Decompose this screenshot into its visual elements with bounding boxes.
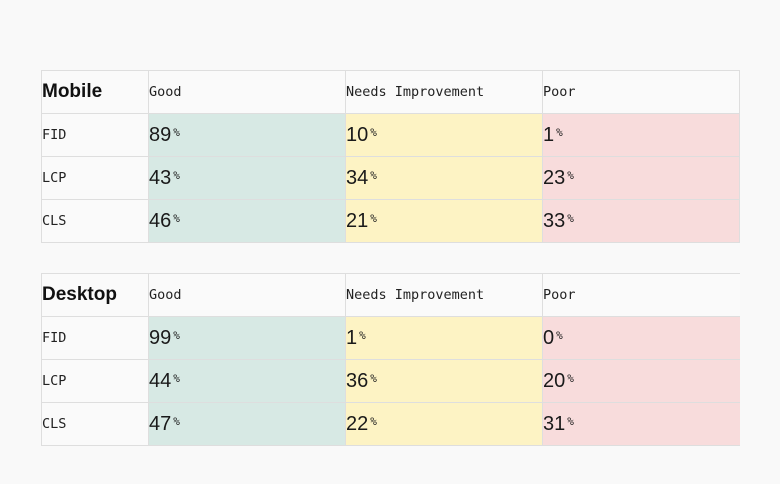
percent-sign: % — [370, 371, 377, 385]
needs-improvement-cell: 21% — [345, 199, 543, 243]
percent-sign: % — [173, 414, 180, 428]
poor-value: 0 — [543, 326, 555, 349]
table-row: LCP 44% 36% 20% — [41, 359, 740, 403]
device-title: Mobile — [41, 70, 149, 114]
percent-sign: % — [370, 211, 377, 225]
needs-improvement-value: 36 — [346, 369, 369, 392]
metric-label: FID — [41, 316, 149, 360]
poor-cell: 20% — [542, 359, 740, 403]
needs-improvement-value: 22 — [346, 412, 369, 435]
percent-sign: % — [567, 211, 574, 225]
percent-sign: % — [556, 125, 563, 139]
percent-sign: % — [370, 414, 377, 428]
needs-improvement-cell: 22% — [345, 402, 543, 446]
table-header-row: Mobile Good Needs Improvement Poor — [41, 70, 740, 114]
good-value: 47 — [149, 412, 172, 435]
desktop-metrics-table: Desktop Good Needs Improvement Poor FID … — [41, 273, 740, 446]
percent-sign: % — [359, 328, 366, 342]
poor-cell: 0% — [542, 316, 740, 360]
poor-cell: 31% — [542, 402, 740, 446]
column-header-needs-improvement: Needs Improvement — [345, 70, 543, 114]
good-value: 46 — [149, 209, 172, 232]
good-cell: 46% — [148, 199, 346, 243]
table-header-row: Desktop Good Needs Improvement Poor — [41, 273, 740, 317]
percent-sign: % — [567, 414, 574, 428]
poor-cell: 1% — [542, 113, 740, 157]
poor-value: 1 — [543, 123, 555, 146]
percent-sign: % — [567, 371, 574, 385]
needs-improvement-cell: 10% — [345, 113, 543, 157]
percent-sign: % — [173, 328, 180, 342]
table-row: CLS 46% 21% 33% — [41, 199, 740, 243]
poor-value: 23 — [543, 166, 566, 189]
mobile-metrics-table: Mobile Good Needs Improvement Poor FID 8… — [41, 70, 740, 243]
table-row: FID 89% 10% 1% — [41, 113, 740, 157]
percent-sign: % — [370, 168, 377, 182]
needs-improvement-value: 10 — [346, 123, 369, 146]
good-value: 43 — [149, 166, 172, 189]
poor-value: 31 — [543, 412, 566, 435]
poor-value: 20 — [543, 369, 566, 392]
column-header-good: Good — [148, 273, 346, 317]
percent-sign: % — [173, 125, 180, 139]
metric-label: FID — [41, 113, 149, 157]
table-row: FID 99% 1% 0% — [41, 316, 740, 360]
column-header-good: Good — [148, 70, 346, 114]
good-cell: 99% — [148, 316, 346, 360]
good-cell: 89% — [148, 113, 346, 157]
poor-cell: 33% — [542, 199, 740, 243]
column-header-needs-improvement: Needs Improvement — [345, 273, 543, 317]
metric-label: CLS — [41, 199, 149, 243]
poor-cell: 23% — [542, 156, 740, 200]
percent-sign: % — [173, 371, 180, 385]
needs-improvement-value: 34 — [346, 166, 369, 189]
table-row: CLS 47% 22% 31% — [41, 402, 740, 446]
needs-improvement-cell: 34% — [345, 156, 543, 200]
needs-improvement-cell: 1% — [345, 316, 543, 360]
good-cell: 47% — [148, 402, 346, 446]
percent-sign: % — [370, 125, 377, 139]
percent-sign: % — [173, 211, 180, 225]
table-row: LCP 43% 34% 23% — [41, 156, 740, 200]
percent-sign: % — [173, 168, 180, 182]
column-header-poor: Poor — [542, 273, 740, 317]
metric-label: CLS — [41, 402, 149, 446]
needs-improvement-value: 21 — [346, 209, 369, 232]
good-value: 99 — [149, 326, 172, 349]
device-title: Desktop — [41, 273, 149, 317]
percent-sign: % — [556, 328, 563, 342]
poor-value: 33 — [543, 209, 566, 232]
needs-improvement-value: 1 — [346, 326, 358, 349]
column-header-poor: Poor — [542, 70, 740, 114]
good-value: 44 — [149, 369, 172, 392]
metric-label: LCP — [41, 359, 149, 403]
needs-improvement-cell: 36% — [345, 359, 543, 403]
good-cell: 44% — [148, 359, 346, 403]
metric-label: LCP — [41, 156, 149, 200]
good-cell: 43% — [148, 156, 346, 200]
percent-sign: % — [567, 168, 574, 182]
good-value: 89 — [149, 123, 172, 146]
